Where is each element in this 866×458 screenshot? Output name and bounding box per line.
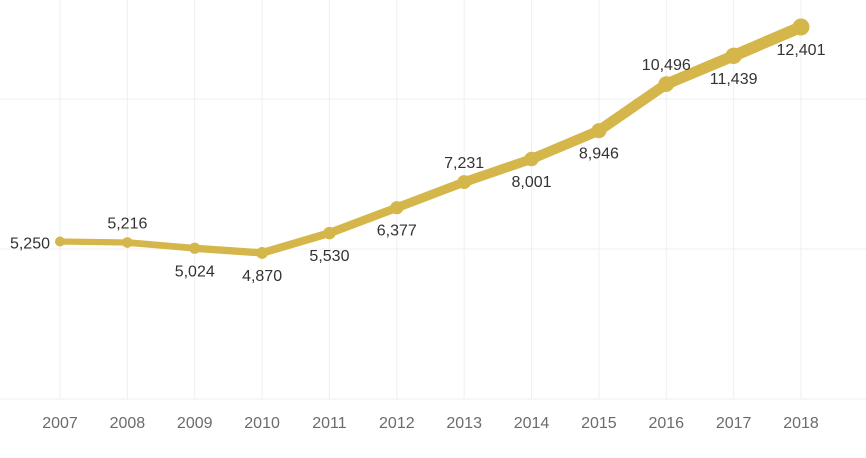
data-label-2013: 7,231	[444, 155, 484, 172]
line-segment-2011-2012	[325, 203, 402, 238]
data-point-2010[interactable]	[256, 246, 269, 259]
gridlines	[0, 0, 866, 400]
data-label-2010: 4,870	[242, 268, 282, 285]
data-point-2008[interactable]	[122, 237, 133, 248]
data-point-2018[interactable]	[792, 18, 810, 36]
series-line	[55, 18, 810, 259]
data-point-2014[interactable]	[524, 151, 539, 167]
data-point-2011[interactable]	[323, 226, 336, 240]
x-tick-label: 2014	[514, 415, 550, 432]
data-labels: 5,250 5,216 5,024 4,870 5,530 6,377 7,231 8,001…	[10, 42, 826, 285]
x-tick-label: 2016	[648, 415, 684, 432]
data-label-2009: 5,024	[175, 263, 215, 280]
x-tick-label: 2010	[244, 415, 280, 432]
x-tick-label: 2011	[312, 415, 347, 432]
line-segment-2013-2014	[459, 154, 537, 187]
line-segment-2015-2016	[593, 78, 672, 136]
data-point-2016[interactable]	[658, 76, 675, 92]
line-segment-2009-2010	[191, 244, 266, 257]
data-label-2018: 12,401	[777, 42, 826, 59]
line-segment-2017-2018	[727, 21, 807, 62]
x-axis-ticks: 2007 2008 2009 2010 2011 2012 2013 2014 2015 2016…	[42, 415, 819, 432]
x-tick-label: 2017	[716, 415, 752, 432]
data-label-2012: 6,377	[377, 223, 417, 240]
x-tick-label: 2012	[379, 415, 415, 432]
line-segment-2012-2013	[392, 177, 469, 213]
x-tick-label: 2007	[42, 415, 78, 432]
x-tick-label: 2009	[177, 415, 213, 432]
data-label-2007: 5,250	[10, 236, 50, 253]
x-tick-label: 2018	[783, 415, 819, 432]
x-tick-label: 2013	[446, 415, 482, 432]
data-label-2016: 10,496	[642, 57, 691, 74]
data-label-2015: 8,946	[579, 146, 619, 163]
data-label-2008: 5,216	[107, 216, 147, 233]
line-segment-2008-2009	[123, 239, 199, 252]
data-label-2011: 5,530	[309, 248, 349, 265]
data-label-2014: 8,001	[512, 174, 552, 191]
data-point-2015[interactable]	[591, 123, 607, 139]
data-label-2017: 11,439	[710, 71, 758, 88]
line-segment-2010-2011	[258, 229, 334, 257]
line-segment-2014-2015	[526, 125, 604, 165]
x-tick-label: 2015	[581, 415, 617, 432]
data-point-2007[interactable]	[55, 236, 65, 247]
data-point-2012[interactable]	[390, 201, 404, 215]
data-point-2017[interactable]	[725, 47, 742, 65]
line-segment-2016-2017	[660, 50, 740, 90]
line-segment-2007-2008	[56, 238, 131, 246]
data-point-2013[interactable]	[457, 175, 472, 189]
data-point-2009[interactable]	[189, 242, 201, 254]
x-tick-label: 2008	[110, 415, 146, 432]
